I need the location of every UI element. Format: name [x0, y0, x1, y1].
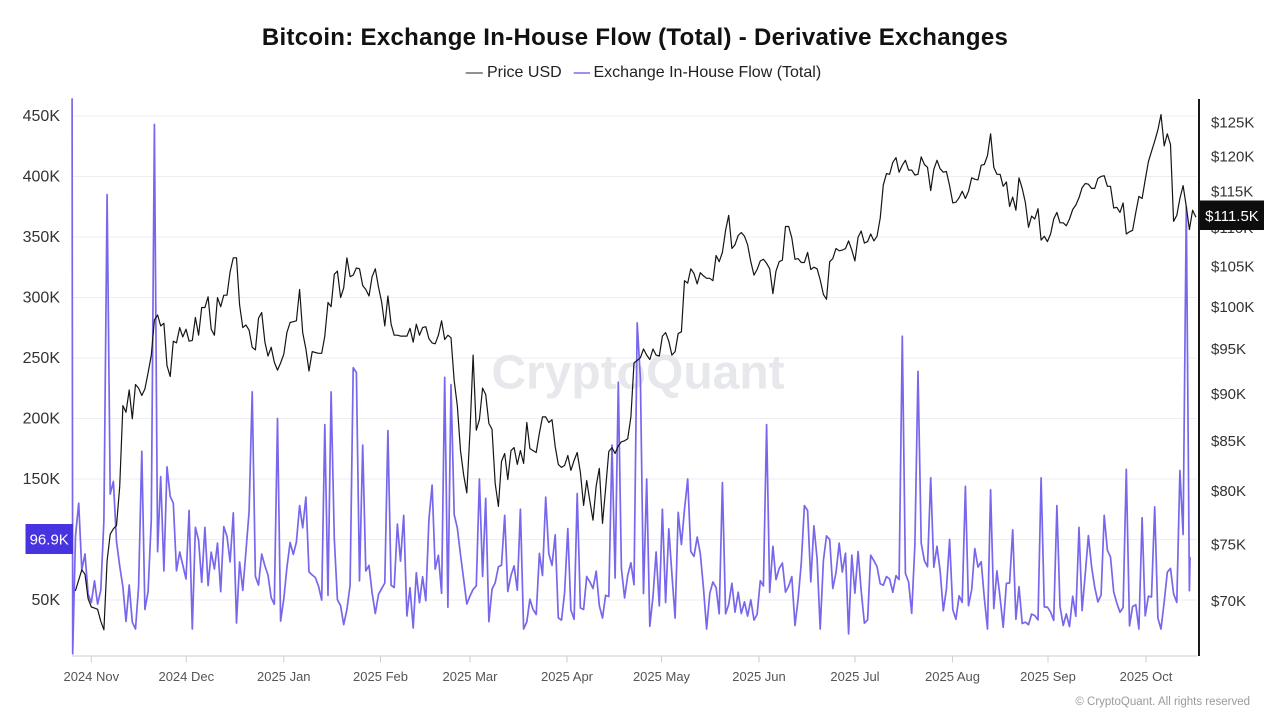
svg-text:$85K: $85K: [1211, 433, 1246, 450]
svg-text:350K: 350K: [23, 229, 61, 246]
svg-text:$120K: $120K: [1211, 148, 1254, 165]
svg-text:2025 Oct: 2025 Oct: [1120, 669, 1173, 684]
svg-text:$80K: $80K: [1211, 483, 1246, 500]
svg-text:2025 Jul: 2025 Jul: [830, 669, 879, 684]
svg-text:2025 Jun: 2025 Jun: [732, 669, 786, 684]
svg-text:400K: 400K: [23, 169, 61, 186]
svg-text:$125K: $125K: [1211, 115, 1254, 132]
svg-text:$90K: $90K: [1211, 386, 1246, 403]
svg-text:2025 Apr: 2025 Apr: [541, 669, 594, 684]
svg-text:2025 Feb: 2025 Feb: [353, 669, 408, 684]
svg-text:Bitcoin: Exchange In-House Flo: Bitcoin: Exchange In-House Flow (Total) …: [262, 24, 1008, 51]
svg-text:© CryptoQuant. All rights rese: © CryptoQuant. All rights reserved: [1075, 696, 1250, 708]
svg-text:Exchange In-House Flow (Total): Exchange In-House Flow (Total): [594, 64, 822, 81]
svg-text:2025 Sep: 2025 Sep: [1020, 669, 1076, 684]
svg-text:$70K: $70K: [1211, 593, 1246, 610]
svg-text:50K: 50K: [32, 592, 61, 609]
svg-text:2025 Jan: 2025 Jan: [257, 669, 311, 684]
svg-text:2025 Aug: 2025 Aug: [925, 669, 980, 684]
svg-text:2025 May: 2025 May: [633, 669, 691, 684]
svg-text:300K: 300K: [23, 290, 61, 307]
svg-text:2024 Nov: 2024 Nov: [63, 669, 119, 684]
svg-text:$100K: $100K: [1211, 299, 1254, 316]
svg-text:$75K: $75K: [1211, 536, 1246, 553]
svg-text:200K: 200K: [23, 411, 61, 428]
svg-text:2025 Mar: 2025 Mar: [443, 669, 499, 684]
svg-text:$95K: $95K: [1211, 341, 1246, 358]
svg-text:96.9K: 96.9K: [30, 532, 69, 549]
svg-text:$105K: $105K: [1211, 259, 1254, 276]
svg-text:450K: 450K: [23, 108, 61, 125]
svg-text:Price USD: Price USD: [487, 64, 562, 81]
svg-text:$111.5K: $111.5K: [1205, 208, 1259, 225]
svg-text:$115K: $115K: [1211, 184, 1253, 201]
svg-text:250K: 250K: [23, 350, 61, 367]
svg-text:150K: 150K: [23, 471, 61, 488]
svg-text:2024 Dec: 2024 Dec: [158, 669, 214, 684]
svg-text:CryptoQuant: CryptoQuant: [491, 347, 784, 400]
